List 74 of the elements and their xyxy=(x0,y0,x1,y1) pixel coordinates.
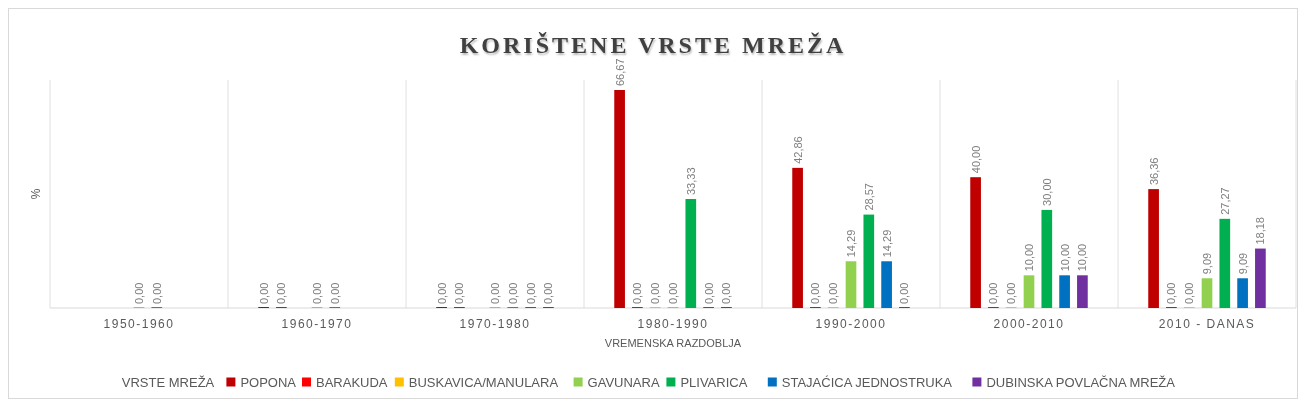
bar xyxy=(970,177,981,308)
data-label: 9,09 xyxy=(1201,252,1213,275)
bar xyxy=(1201,278,1213,308)
bar xyxy=(1041,209,1053,308)
bar xyxy=(845,261,857,308)
data-label: 0,00 xyxy=(150,282,163,304)
data-label: 0,00 xyxy=(542,282,555,304)
data-label: 40,00 xyxy=(969,145,982,174)
x-tick-label: 1960-1970 xyxy=(281,317,353,331)
data-label: 0,00 xyxy=(311,282,323,304)
data-label: 0,00 xyxy=(275,282,288,304)
bar xyxy=(792,167,803,308)
bar xyxy=(863,214,875,308)
data-label: 14,29 xyxy=(845,229,857,258)
bar xyxy=(1255,248,1266,308)
data-label: 10,00 xyxy=(1058,243,1071,272)
data-label: 0,00 xyxy=(453,282,466,304)
data-label: 9,09 xyxy=(1236,252,1249,275)
data-label: 28,57 xyxy=(862,183,875,211)
data-label: 0,00 xyxy=(702,282,715,304)
bar xyxy=(614,90,625,308)
data-label: 33,33 xyxy=(684,167,697,196)
data-label: 42,86 xyxy=(791,136,804,164)
bar xyxy=(685,199,697,308)
x-tick-label: 2010 - DANAS xyxy=(1158,317,1256,331)
data-label: 0,00 xyxy=(489,282,501,304)
data-label: 0,00 xyxy=(649,282,662,304)
data-label: 0,00 xyxy=(898,282,911,304)
data-label: 14,29 xyxy=(880,229,893,258)
legend-label: BUSKAVICA/MANULARA xyxy=(408,374,559,390)
legend-title: VRSTE MREŽA xyxy=(121,374,215,390)
x-tick-label: 2000-2010 xyxy=(993,317,1065,331)
data-label: 0,00 xyxy=(631,282,644,304)
bar xyxy=(1219,218,1231,308)
bar xyxy=(1023,275,1035,308)
data-label: 0,00 xyxy=(328,282,341,304)
bar xyxy=(1059,275,1070,308)
x-tick-label: 1980-1990 xyxy=(637,317,709,331)
data-label: 0,00 xyxy=(524,282,537,304)
legend-label: DUBINSKA POVLAČNA MREŽA xyxy=(986,374,1176,390)
legend-label: PLIVARICA xyxy=(680,374,748,390)
data-label: 0,00 xyxy=(1005,282,1018,304)
data-label: 30,00 xyxy=(1040,178,1053,206)
data-label: 0,00 xyxy=(506,282,519,304)
legend-label: POPONA xyxy=(240,374,297,390)
data-label: 0,00 xyxy=(133,282,145,304)
data-label: 0,00 xyxy=(827,282,840,304)
x-tick-label: 1990-2000 xyxy=(815,317,887,331)
data-label: 0,00 xyxy=(435,282,448,304)
data-label: 0,00 xyxy=(257,282,270,304)
data-label: 36,36 xyxy=(1147,157,1160,186)
legend-label: GAVUNARA xyxy=(587,374,660,390)
x-axis-title: VREMENSKA RAZDOBLJA xyxy=(604,337,742,349)
data-label: 10,00 xyxy=(1076,243,1089,272)
data-label: 0,00 xyxy=(987,282,1000,304)
bar xyxy=(1148,189,1159,308)
chart-title: KORIŠTENE VRSTE MREŽA xyxy=(459,32,847,58)
data-label: 0,00 xyxy=(667,282,679,304)
bar xyxy=(1077,275,1088,308)
data-label: 0,00 xyxy=(1183,282,1196,304)
legend-label: BARAKUDA xyxy=(316,374,388,390)
bar xyxy=(881,261,892,308)
data-label: 0,00 xyxy=(809,282,822,304)
data-label: 18,18 xyxy=(1254,217,1267,245)
data-label: 0,00 xyxy=(1165,282,1178,304)
data-label: 0,00 xyxy=(720,282,733,304)
data-label: 10,00 xyxy=(1023,243,1035,272)
data-label: 66,67 xyxy=(613,58,626,86)
data-label: 27,27 xyxy=(1218,187,1231,215)
x-tick-label: 1950-1960 xyxy=(103,317,175,331)
x-tick-label: 1970-1980 xyxy=(459,317,531,331)
bar xyxy=(1237,278,1248,308)
legend-label: STAJAĆICA JEDNOSTRUKA xyxy=(781,374,953,390)
y-axis-title: % xyxy=(29,188,43,200)
